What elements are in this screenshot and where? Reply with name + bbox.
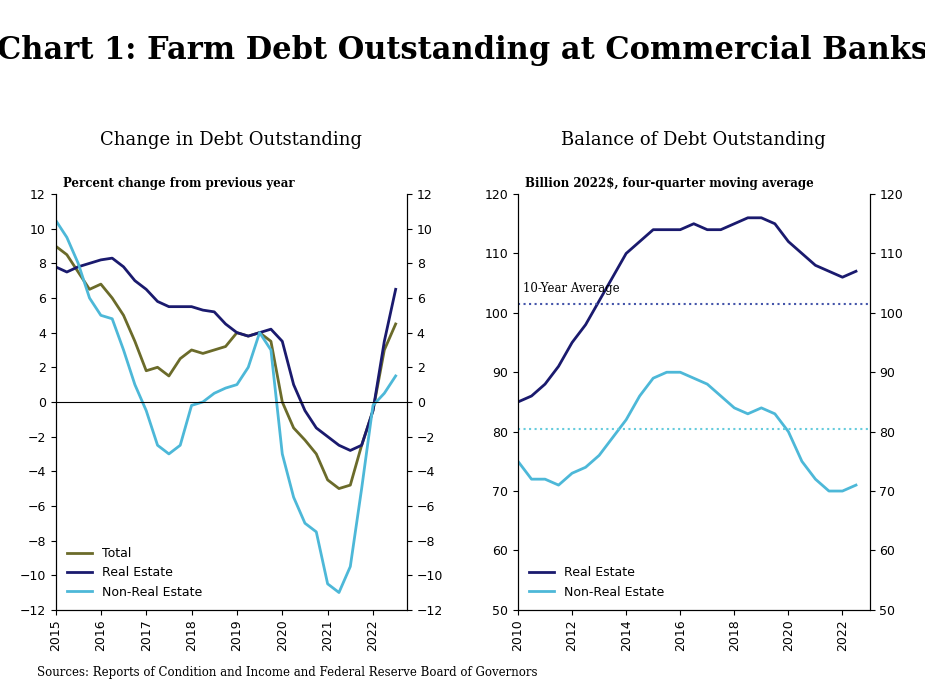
Legend: Real Estate, Non-Real Estate: Real Estate, Non-Real Estate — [524, 561, 670, 604]
Legend: Total, Real Estate, Non-Real Estate: Total, Real Estate, Non-Real Estate — [62, 542, 207, 604]
Title: Balance of Debt Outstanding: Balance of Debt Outstanding — [561, 132, 826, 150]
Title: Change in Debt Outstanding: Change in Debt Outstanding — [100, 132, 363, 150]
Text: Percent change from previous year: Percent change from previous year — [63, 177, 294, 190]
Text: 10-Year Average: 10-Year Average — [524, 282, 620, 295]
Text: Billion 2022$, four-quarter moving average: Billion 2022$, four-quarter moving avera… — [525, 177, 814, 190]
Text: Chart 1: Farm Debt Outstanding at Commercial Banks: Chart 1: Farm Debt Outstanding at Commer… — [0, 35, 925, 66]
Text: Sources: Reports of Condition and Income and Federal Reserve Board of Governors: Sources: Reports of Condition and Income… — [37, 666, 537, 679]
